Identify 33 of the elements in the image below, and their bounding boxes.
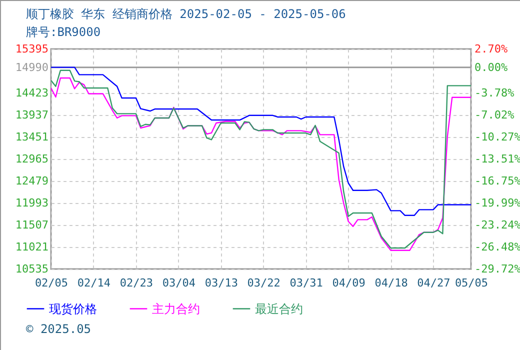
x-tick-label: 03/31: [290, 276, 323, 290]
chart-title: 顺丁橡胶 华东 经销商价格 2025-02-05 - 2025-05-06: [26, 7, 346, 21]
y2-tick-label: -7.02%: [474, 108, 515, 122]
y-tick-label: 10535: [15, 262, 48, 276]
x-tick-label: 04/09: [332, 276, 366, 290]
x-tick-label: 03/22: [247, 276, 280, 290]
line-series: [51, 66, 471, 216]
legend-label: 最近合约: [255, 302, 303, 316]
x-tick-label: 02/23: [120, 276, 154, 290]
x-tick-label: 04/27: [417, 276, 450, 290]
y-tick-label: 13451: [15, 130, 48, 144]
y-tick-label: 11507: [15, 218, 48, 232]
x-tick-label: 02/14: [77, 276, 111, 290]
y-tick-label: 12965: [15, 152, 48, 166]
x-tick-label: 03/04: [162, 276, 196, 290]
x-tick-label: 02/05: [34, 276, 68, 290]
y-tick-label: 15395: [15, 42, 48, 56]
y2-tick-label: 0.00%: [474, 60, 508, 74]
legend-label: 主力合约: [152, 302, 200, 316]
y2-tick-label: 2.70%: [474, 42, 508, 56]
x-tick-label: 03/13: [204, 276, 238, 290]
y-tick-label: 14423: [15, 86, 48, 100]
y-tick-label: 11993: [15, 196, 48, 210]
chart-subtitle: 牌号:BR9000: [26, 25, 101, 39]
y-tick-label: 13937: [15, 108, 48, 122]
x-tick-label: 05/05: [454, 276, 488, 290]
y2-tick-label: -3.78%: [474, 86, 515, 100]
y-tick-label: 12479: [15, 174, 48, 188]
y-tick-label: 11021: [15, 240, 48, 254]
y-tick-label: 14990: [15, 60, 48, 74]
legend-label: 现货价格: [49, 302, 97, 316]
text: © 2025.05: [26, 322, 92, 336]
x-tick-label: 04/18: [374, 276, 408, 290]
